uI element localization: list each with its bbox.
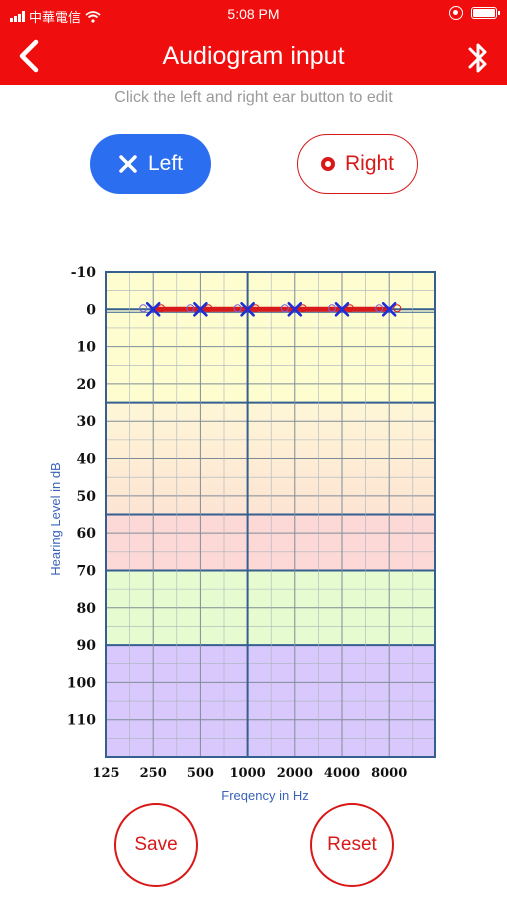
hearing-band-0 <box>106 272 435 403</box>
right-ear-marker <box>157 304 166 313</box>
right-ear-marker <box>298 304 307 313</box>
x-tick-label: 1000 <box>230 766 266 781</box>
right-ear-marker-ghost <box>328 304 336 313</box>
left-ear-marker <box>240 302 255 317</box>
right-ear-label: Right <box>344 152 395 175</box>
x-marker-icon <box>381 302 397 317</box>
y-tick-label: 100 <box>67 675 96 691</box>
right-ear-marker <box>346 304 354 313</box>
app-header: 中華電信 5:08 PM Audiogram input <box>0 0 507 85</box>
right-ear-marker-ghost <box>280 304 289 313</box>
wifi-icon <box>85 10 101 23</box>
left-ear-marker <box>193 302 208 317</box>
page-title: Audiogram input <box>162 42 345 70</box>
battery-icon <box>471 7 500 19</box>
status-time: 5:08 PM <box>227 6 280 22</box>
x-icon <box>119 155 137 173</box>
left-ear-marker <box>334 302 350 317</box>
edit-hint: Click the left and right ear button to e… <box>114 89 393 106</box>
x-tick-label: 8000 <box>371 766 407 781</box>
x-axis-title: Freqency in Hz <box>221 788 308 803</box>
x-marker-icon <box>287 302 303 317</box>
x-marker-icon <box>145 302 161 317</box>
signal-icon <box>10 11 25 22</box>
chart-frame <box>105 271 436 758</box>
y-tick-label: 10 <box>77 340 97 356</box>
y-tick-label: 50 <box>77 489 97 505</box>
y-tick-label: 110 <box>67 713 96 729</box>
back-chevron-icon[interactable] <box>14 36 44 76</box>
audiogram-chart[interactable]: -10 0 10 20 30 40 50 60 70 80 90 100 110 125 250 500 10… <box>0 255 507 805</box>
bluetooth-icon[interactable] <box>465 38 491 78</box>
left-ear-marker <box>145 302 161 317</box>
left-ear-label: Left <box>147 152 184 175</box>
x-tick-label: 250 <box>140 766 167 781</box>
x-marker-icon <box>240 302 255 317</box>
hearing-band-2 <box>106 514 435 571</box>
right-ear-marker <box>251 304 260 313</box>
carrier-name: 中華電信 <box>29 10 82 25</box>
x-tick-label: 2000 <box>277 766 313 781</box>
y-tick-label: 80 <box>77 601 97 617</box>
status-bar: 中華電信 5:08 PM <box>0 4 507 26</box>
right-ear-marker <box>393 304 402 313</box>
right-ear-marker-ghost <box>186 304 195 313</box>
right-ear-marker-ghost <box>375 304 384 313</box>
y-tick-label: 30 <box>77 414 97 430</box>
y-axis-title: Hearing Level in dB <box>48 462 63 575</box>
left-ear-button[interactable]: Left <box>90 134 211 194</box>
left-ear-marker <box>381 302 397 317</box>
save-button[interactable]: Save <box>114 803 198 887</box>
y-tick-label: 0 <box>86 302 96 318</box>
left-ear-marker <box>287 302 303 317</box>
right-ear-marker-ghost <box>139 304 148 313</box>
x-tick-label: 500 <box>187 766 214 781</box>
right-ear-button[interactable]: Right <box>297 134 418 194</box>
x-marker-icon <box>193 302 208 317</box>
y-tick-label: 60 <box>77 526 97 542</box>
x-tick-label: 4000 <box>324 766 360 781</box>
x-tick-label: 125 <box>92 766 119 781</box>
y-tick-label: 40 <box>77 452 97 468</box>
carrier-info: 中華電信 <box>10 7 101 26</box>
y-tick-label: 20 <box>77 377 97 393</box>
right-ear-marker <box>204 304 213 313</box>
circle-icon <box>320 157 335 171</box>
y-tick-label: 70 <box>77 563 97 579</box>
reset-button[interactable]: Reset <box>310 803 394 887</box>
y-tick-label: 90 <box>77 638 97 654</box>
y-tick-label: -10 <box>71 265 97 281</box>
rotation-lock-icon <box>449 6 463 20</box>
x-marker-icon <box>334 302 350 317</box>
right-ear-marker-ghost <box>233 304 242 313</box>
